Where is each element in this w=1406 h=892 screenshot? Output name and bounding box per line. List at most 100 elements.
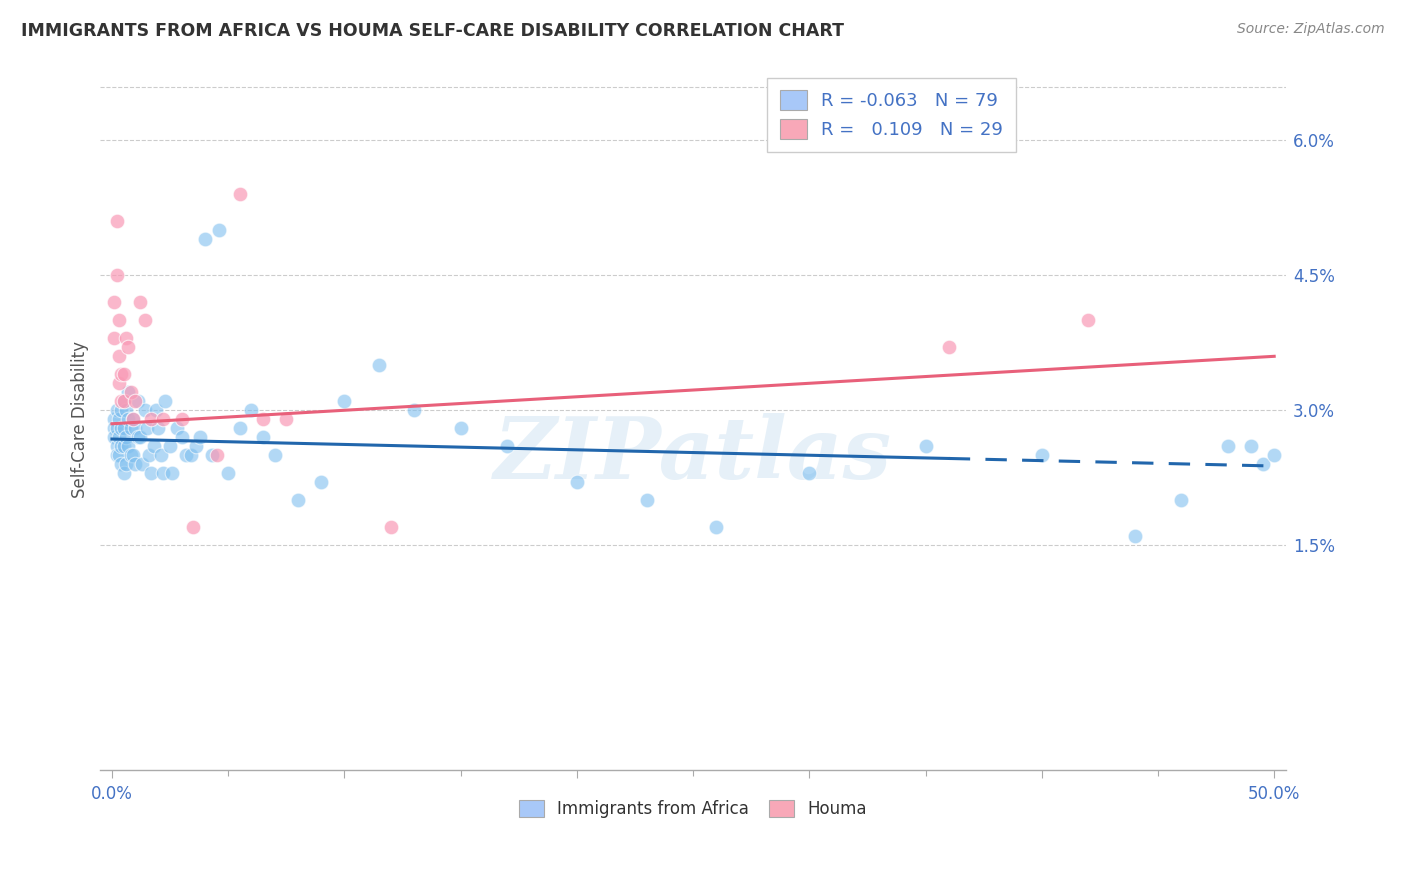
Point — [115, 430, 138, 444]
Point — [1031, 448, 1053, 462]
Point — [122, 448, 145, 462]
Point — [124, 421, 146, 435]
Legend: Immigrants from Africa, Houma: Immigrants from Africa, Houma — [512, 793, 873, 825]
Point — [184, 439, 207, 453]
Point — [145, 403, 167, 417]
Point — [450, 421, 472, 435]
Point — [105, 421, 128, 435]
Point — [110, 403, 132, 417]
Point — [110, 368, 132, 382]
Point — [110, 439, 132, 453]
Point — [368, 359, 391, 373]
Text: Source: ZipAtlas.com: Source: ZipAtlas.com — [1237, 22, 1385, 37]
Point — [120, 385, 142, 400]
Point — [103, 430, 125, 444]
Point — [108, 349, 131, 363]
Point — [120, 421, 142, 435]
Point — [108, 412, 131, 426]
Point — [170, 412, 193, 426]
Point — [115, 403, 138, 417]
Point — [252, 412, 274, 426]
Point — [128, 295, 150, 310]
Point — [201, 448, 224, 462]
Point — [141, 467, 163, 481]
Point — [152, 412, 174, 426]
Point — [127, 394, 149, 409]
Point — [565, 475, 588, 490]
Point — [108, 430, 131, 444]
Point — [135, 421, 157, 435]
Point — [112, 394, 135, 409]
Point — [188, 430, 211, 444]
Point — [333, 394, 356, 409]
Point — [229, 187, 252, 202]
Point — [108, 313, 131, 327]
Point — [263, 448, 285, 462]
Point — [180, 448, 202, 462]
Y-axis label: Self-Care Disability: Self-Care Disability — [72, 341, 89, 498]
Point — [217, 467, 239, 481]
Point — [194, 232, 217, 246]
Point — [108, 376, 131, 391]
Point — [112, 421, 135, 435]
Point — [799, 467, 821, 481]
Point — [287, 493, 309, 508]
Point — [208, 223, 231, 237]
Point — [117, 385, 139, 400]
Point — [205, 448, 228, 462]
Point — [110, 394, 132, 409]
Point — [1240, 439, 1263, 453]
Point — [105, 214, 128, 228]
Point — [142, 439, 165, 453]
Point — [404, 403, 426, 417]
Point — [938, 340, 960, 354]
Point — [309, 475, 332, 490]
Point — [124, 394, 146, 409]
Point — [103, 421, 125, 435]
Point — [149, 448, 172, 462]
Point — [1251, 457, 1274, 471]
Point — [110, 421, 132, 435]
Point — [105, 403, 128, 417]
Point — [112, 467, 135, 481]
Point — [112, 368, 135, 382]
Point — [112, 394, 135, 409]
Point — [117, 412, 139, 426]
Point — [229, 421, 252, 435]
Point — [1170, 493, 1192, 508]
Point — [112, 439, 135, 453]
Point — [176, 448, 198, 462]
Point — [117, 340, 139, 354]
Point — [240, 403, 263, 417]
Point — [134, 403, 156, 417]
Point — [120, 448, 142, 462]
Point — [124, 457, 146, 471]
Point — [128, 430, 150, 444]
Point — [166, 421, 188, 435]
Point — [152, 467, 174, 481]
Point — [1263, 448, 1285, 462]
Point — [141, 412, 163, 426]
Point — [1123, 529, 1146, 543]
Point — [131, 457, 153, 471]
Point — [138, 448, 160, 462]
Point — [155, 394, 177, 409]
Point — [127, 430, 149, 444]
Point — [115, 331, 138, 345]
Point — [170, 430, 193, 444]
Point — [704, 520, 727, 534]
Point — [117, 439, 139, 453]
Point — [122, 412, 145, 426]
Point — [276, 412, 298, 426]
Point — [122, 412, 145, 426]
Point — [148, 421, 170, 435]
Point — [159, 439, 181, 453]
Point — [105, 448, 128, 462]
Point — [914, 439, 936, 453]
Point — [115, 457, 138, 471]
Point — [105, 268, 128, 283]
Point — [496, 439, 519, 453]
Point — [252, 430, 274, 444]
Point — [103, 295, 125, 310]
Point — [636, 493, 658, 508]
